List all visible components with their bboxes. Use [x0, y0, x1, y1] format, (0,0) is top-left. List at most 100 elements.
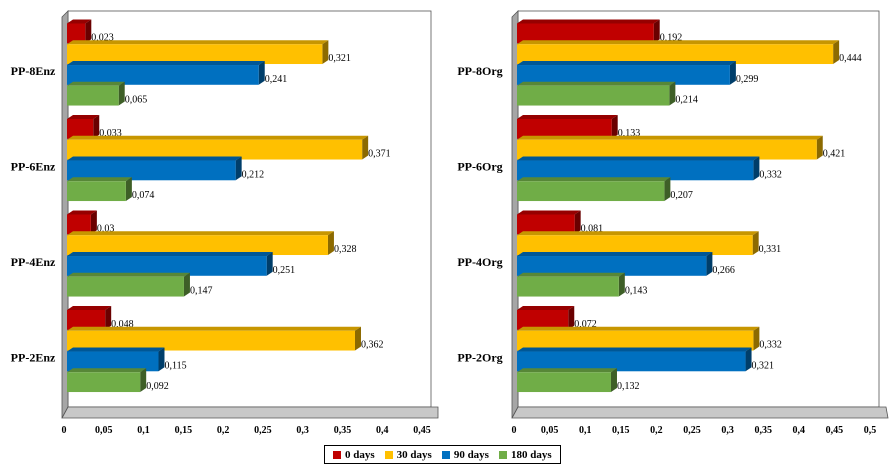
bar-pp-4org-180-days-side	[618, 272, 625, 297]
bar-pp-2enz-30-days-side	[354, 326, 361, 351]
bar-pp-8enz-30-days-value-label: 0,321	[328, 53, 351, 64]
bar-pp-6org-90-days-face	[517, 160, 754, 181]
bar-pp-4org-0-days-side	[574, 210, 581, 235]
bar-pp-2org-0-days-top	[517, 306, 575, 310]
bar-pp-6org-180-days-side	[664, 177, 671, 202]
bar-pp-2enz-180-days-side	[140, 368, 147, 393]
bar-pp-2enz-90-days-side	[158, 347, 165, 372]
bar-pp-2enz-90-days-face	[67, 351, 159, 372]
category-label-pp-2org: PP-2Org	[457, 350, 502, 364]
bar-pp-6org-30-days-side	[816, 135, 823, 160]
bar-pp-2enz-90-days-top	[67, 347, 165, 352]
bar-pp-6org-30-days-value-label: 0,421	[823, 149, 846, 160]
x-tick-label-org: 0,25	[683, 425, 701, 436]
bar-pp-6org-30-days-face	[517, 139, 817, 160]
bar-pp-4org-30-days-side	[752, 231, 759, 256]
bar-pp-8org-0-days-face	[517, 23, 654, 44]
bar-pp-8org-30-days-value-label: 0,444	[839, 53, 862, 64]
bar-pp-6enz-180-days-side	[125, 177, 132, 202]
bar-pp-4org-90-days-face	[517, 256, 707, 276]
bar-pp-2enz-180-days-top	[67, 368, 147, 373]
bar-pp-8org-180-days-value-label: 0,214	[675, 95, 698, 106]
x-tick-label-org: 0,15	[612, 425, 630, 436]
bar-pp-2enz-30-days-value-label: 0,362	[361, 340, 384, 351]
bar-pp-8enz-90-days-face	[67, 65, 259, 85]
bar-pp-4enz-30-days-value-label: 0,328	[334, 244, 357, 255]
x-tick-label-org: 0,4	[793, 425, 806, 436]
bar-pp-2enz-30-days-face	[67, 330, 355, 351]
bar-pp-4org-0-days-value-label: 0,081	[581, 223, 604, 234]
bar-pp-2org-30-days-face	[517, 330, 754, 351]
plot-floor-enz	[61, 406, 439, 419]
bar-pp-8enz-180-days-side	[118, 81, 125, 106]
bar-pp-4enz-30-days-top	[67, 231, 334, 236]
bar-pp-8enz-90-days-value-label: 0,241	[265, 74, 288, 85]
bar-pp-4org-90-days-side	[706, 252, 713, 276]
bar-pp-4org-90-days-top	[517, 252, 713, 257]
bar-pp-8enz-0-days-side	[85, 19, 92, 44]
bar-pp-2enz-30-days-top	[67, 326, 361, 331]
x-tick-label-enz: 0,05	[95, 425, 113, 436]
bar-pp-8enz-90-days-side	[258, 61, 265, 85]
bar-pp-8org-30-days-face	[517, 44, 834, 65]
bar-pp-4org-180-days-value-label: 0,143	[625, 286, 648, 297]
bar-pp-4enz-180-days-top	[67, 272, 190, 277]
legend-item-180-days: 180 days	[498, 449, 552, 461]
x-tick-label-enz: 0	[62, 425, 67, 436]
x-tick-label-org: 0,5	[864, 425, 877, 436]
bar-pp-6enz-180-days-value-label: 0,074	[132, 190, 155, 201]
bar-pp-2org-30-days-top	[517, 326, 760, 331]
bar-pp-8org-180-days-top	[517, 81, 676, 86]
bar-pp-4org-30-days-top	[517, 231, 759, 236]
bar-pp-8enz-30-days-side	[322, 40, 329, 65]
bar-pp-8enz-180-days-value-label: 0,065	[125, 95, 148, 106]
bar-pp-2org-90-days-top	[517, 347, 752, 352]
category-label-pp-4org: PP-4Org	[457, 255, 502, 269]
bar-pp-4org-30-days-face	[517, 235, 753, 256]
bar-pp-8org-180-days-side	[669, 81, 676, 106]
bar-pp-6org-0-days-value-label: 0,133	[618, 128, 641, 139]
bar-pp-6enz-0-days-value-label: 0,033	[99, 128, 122, 139]
bar-pp-2enz-0-days-value-label: 0,048	[111, 319, 134, 330]
bar-pp-6org-90-days-top	[517, 156, 760, 161]
bar-pp-8org-90-days-value-label: 0,299	[736, 74, 759, 85]
bar-pp-4enz-30-days-side	[327, 231, 334, 256]
bar-pp-6org-90-days-value-label: 0,332	[759, 169, 782, 180]
bar-pp-8enz-180-days-face	[67, 85, 119, 106]
x-tick-label-enz: 0,25	[254, 425, 272, 436]
bar-pp-2org-180-days-face	[517, 372, 611, 393]
legend-swatch-180-days	[498, 450, 507, 459]
x-tick-label-enz: 0,15	[175, 425, 193, 436]
bar-pp-8enz-30-days-face	[67, 44, 323, 65]
bar-pp-4org-180-days-top	[517, 272, 625, 277]
x-tick-label-org: 0,3	[721, 425, 734, 436]
x-tick-label-org: 0	[512, 425, 517, 436]
bar-pp-6org-180-days-value-label: 0,207	[670, 190, 693, 201]
x-tick-label-enz: 0,1	[137, 425, 150, 436]
bar-pp-4enz-0-days-face	[67, 214, 91, 235]
bar-pp-8org-90-days-top	[517, 61, 736, 66]
bar-pp-4enz-180-days-side	[183, 272, 190, 297]
bar-pp-8org-30-days-side	[833, 40, 840, 65]
legend-label-90-days: 90 days	[453, 448, 489, 461]
x-tick-label-enz: 0,3	[296, 425, 309, 436]
bar-pp-8enz-0-days-top	[67, 19, 92, 24]
category-label-pp-4enz: PP-4Enz	[11, 255, 56, 269]
bar-pp-6enz-30-days-side	[362, 135, 369, 160]
bar-pp-6org-0-days-side	[611, 115, 618, 139]
bar-pp-6enz-180-days-top	[67, 177, 132, 182]
bar-pp-6enz-0-days-top	[67, 115, 100, 119]
bar-pp-4enz-90-days-side	[266, 252, 273, 276]
bar-pp-6org-0-days-top	[517, 115, 618, 119]
bar-pp-2org-90-days-face	[517, 351, 746, 372]
legend-label-30-days: 30 days	[396, 448, 432, 461]
x-tick-label-enz: 0,35	[334, 425, 352, 436]
bar-pp-6enz-180-days-face	[67, 181, 126, 202]
bar-pp-8org-0-days-top	[517, 19, 660, 24]
bar-pp-2org-180-days-top	[517, 368, 617, 373]
x-tick-label-org: 0,05	[541, 425, 559, 436]
legend-item-30-days: 30 days	[384, 448, 432, 461]
legend-item-0-days: 0 days	[333, 449, 375, 461]
bar-pp-8enz-30-days-top	[67, 40, 329, 45]
legend-label-0-days: 0 days	[345, 448, 375, 461]
